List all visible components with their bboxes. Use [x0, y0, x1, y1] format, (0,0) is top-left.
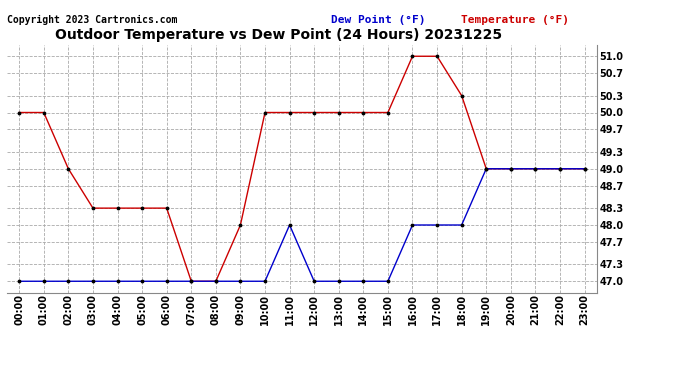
Text: Copyright 2023 Cartronics.com: Copyright 2023 Cartronics.com: [7, 15, 177, 25]
Title: Outdoor Temperature vs Dew Point (24 Hours) 20231225: Outdoor Temperature vs Dew Point (24 Hou…: [55, 28, 502, 42]
Text: Dew Point (°F): Dew Point (°F): [331, 15, 426, 25]
Text: Temperature (°F): Temperature (°F): [461, 15, 569, 25]
